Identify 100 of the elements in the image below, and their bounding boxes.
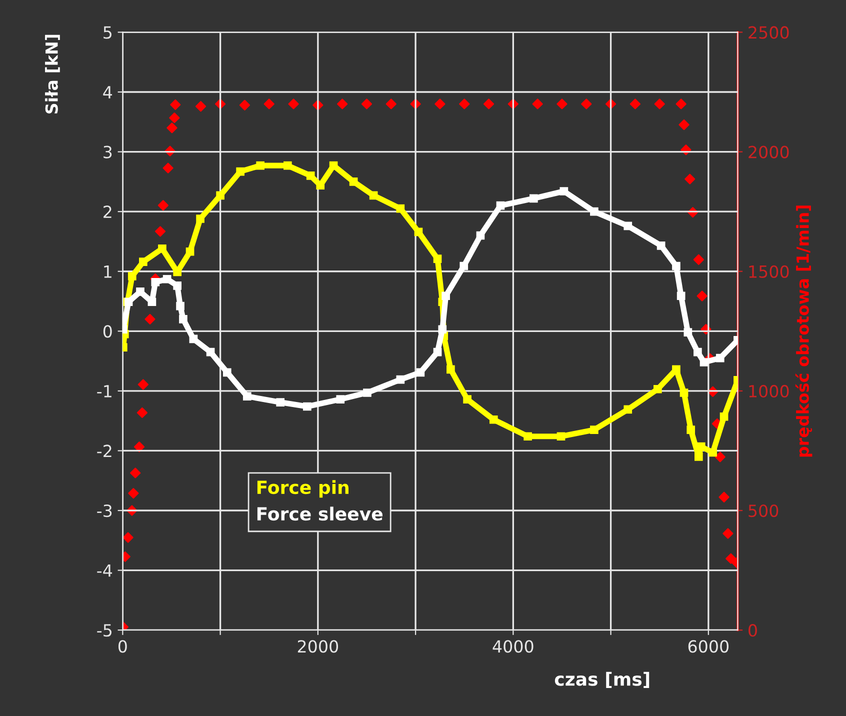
point xyxy=(288,98,299,110)
point xyxy=(678,119,690,130)
point xyxy=(530,194,538,203)
point xyxy=(176,302,184,310)
point xyxy=(276,398,285,406)
point xyxy=(369,191,378,200)
point xyxy=(476,231,485,240)
point xyxy=(686,426,696,434)
y2-tick-label: 2000 xyxy=(748,146,789,158)
point xyxy=(151,278,160,286)
point xyxy=(264,98,274,110)
point xyxy=(122,532,134,543)
y-tick-label: 5 xyxy=(104,26,112,39)
point xyxy=(216,191,224,200)
point xyxy=(349,178,358,186)
point xyxy=(556,98,568,110)
point xyxy=(256,161,264,170)
point xyxy=(624,405,632,414)
point xyxy=(186,247,194,256)
y-tick-label: 3 xyxy=(104,146,112,158)
y-tick-label: -1 xyxy=(97,385,112,398)
point xyxy=(206,348,215,356)
point xyxy=(179,315,188,324)
point xyxy=(414,228,423,236)
point xyxy=(590,207,598,216)
point xyxy=(196,214,204,223)
point xyxy=(720,412,728,421)
y-axis-title: Siła [kN] xyxy=(45,34,60,114)
point xyxy=(236,167,244,176)
point xyxy=(361,98,372,110)
y2-tick-label: 2500 xyxy=(748,26,789,39)
point xyxy=(154,226,166,237)
point xyxy=(162,162,174,174)
point xyxy=(434,98,446,110)
point xyxy=(136,407,148,418)
point xyxy=(624,222,632,230)
point xyxy=(700,358,708,366)
x-tick-label: 2000 xyxy=(298,640,338,653)
y-tick-label: -3 xyxy=(97,504,112,518)
point xyxy=(139,258,148,266)
point xyxy=(694,452,703,461)
point xyxy=(222,368,232,377)
point xyxy=(396,375,405,384)
point xyxy=(138,379,148,390)
point xyxy=(306,172,315,180)
point xyxy=(708,448,717,457)
point xyxy=(136,288,144,296)
point xyxy=(654,98,665,110)
point xyxy=(189,334,198,344)
text: Force sleeve xyxy=(257,506,382,521)
point xyxy=(696,290,708,302)
point xyxy=(676,292,686,300)
point xyxy=(239,100,250,110)
point xyxy=(483,98,494,110)
point xyxy=(446,365,455,374)
y-tick-label: -5 xyxy=(97,624,112,637)
point xyxy=(416,368,425,377)
point xyxy=(581,98,592,110)
point xyxy=(173,282,182,290)
point xyxy=(693,254,704,265)
point xyxy=(696,442,706,451)
y-tick-label: 1 xyxy=(104,266,112,278)
point xyxy=(459,98,470,110)
point xyxy=(684,328,692,337)
y-tick-label: 4 xyxy=(103,86,112,98)
y-tick-label: 0 xyxy=(103,325,112,338)
y-tick-label: 2 xyxy=(104,206,112,218)
point xyxy=(722,528,734,539)
text: Force pin xyxy=(257,480,348,498)
point xyxy=(680,388,688,397)
point xyxy=(169,112,180,124)
x-tick-label: 6000 xyxy=(688,640,729,653)
point xyxy=(590,426,598,434)
point xyxy=(556,432,566,441)
x-axis-title: czas [ms] xyxy=(554,672,650,688)
point xyxy=(718,492,730,502)
x-tick-label: 4000 xyxy=(492,640,534,653)
point xyxy=(714,452,726,462)
point xyxy=(463,395,472,404)
point xyxy=(656,241,666,250)
y2-tick-label: 500 xyxy=(748,504,778,518)
point xyxy=(283,161,292,170)
point xyxy=(134,442,145,452)
y2-tick-label: 1000 xyxy=(749,384,789,398)
point xyxy=(128,488,139,499)
point xyxy=(460,262,468,270)
y2-tick-label: 0 xyxy=(748,624,757,637)
point xyxy=(162,274,172,284)
point xyxy=(433,348,442,356)
point xyxy=(336,395,345,404)
point xyxy=(329,161,338,170)
point xyxy=(363,388,372,397)
point xyxy=(442,292,450,300)
point xyxy=(489,415,498,424)
point xyxy=(396,204,405,213)
point xyxy=(386,98,396,110)
point xyxy=(337,98,348,110)
point xyxy=(560,187,568,196)
point xyxy=(170,99,181,110)
y2-axis-title: prędkość obrotowa [1/min] xyxy=(795,206,812,457)
